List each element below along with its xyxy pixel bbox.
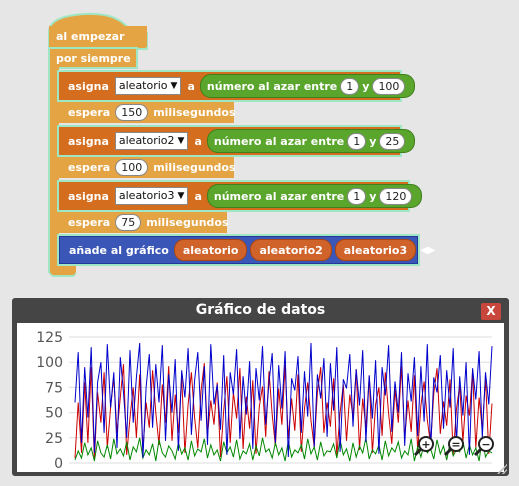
variable-dropdown-3[interactable]: aleatorio3 ▼ — [114, 187, 189, 205]
set-label: asigna — [68, 79, 109, 93]
zoom-reset-icon[interactable]: = — [443, 436, 464, 457]
random-block-2[interactable]: número al azar entre 1 y 25 — [206, 129, 416, 153]
y-tick-label: 100 — [36, 355, 63, 371]
forever-label-wrap: por siempre — [56, 49, 131, 67]
on-start-block[interactable]: al empezar — [49, 26, 147, 47]
y-tick-label: 125 — [36, 330, 63, 346]
expand-collapse-icon[interactable]: ◀▶ — [420, 244, 436, 256]
forever-block[interactable] — [50, 49, 136, 67]
variable-dropdown-1[interactable]: aleatorio ▼ — [114, 77, 182, 95]
wait-input-2[interactable]: 100 — [115, 159, 149, 176]
wait-label: espera — [68, 106, 111, 119]
forever-arm — [50, 67, 59, 267]
data-graph-window: Gráfico de datos X 125 100 75 50 25 0 + = − — [12, 298, 509, 476]
ms-label: milisegundos — [146, 216, 229, 229]
random-label: número al azar entre — [206, 79, 338, 93]
wait-label: espera — [68, 216, 111, 229]
graph-var-3[interactable]: aleatorio3 — [334, 239, 417, 261]
svg-text:+: + — [421, 438, 430, 451]
random-max-input-2[interactable]: 25 — [379, 132, 406, 150]
svg-text:−: − — [481, 438, 490, 451]
series-line-3 — [74, 342, 493, 459]
dropdown-arrow-icon: ▼ — [177, 136, 185, 146]
add-to-graph-block[interactable]: añade al gráfico aleatorio aleatorio2 al… — [59, 236, 436, 264]
to-label: a — [187, 79, 195, 93]
wait-block-3[interactable]: espera 75 milisegundos — [59, 212, 229, 233]
zoom-in-icon[interactable]: + — [413, 436, 434, 457]
plot-area: 125 100 75 50 25 0 + = − — [17, 323, 504, 472]
random-block-3[interactable]: número al azar entre 1 y 120 — [206, 184, 423, 208]
dropdown-arrow-icon: ▼ — [170, 81, 178, 91]
set-block-3[interactable]: asigna aleatorio3 ▼ a número al azar entr… — [59, 182, 423, 210]
dropdown-arrow-icon: ▼ — [177, 191, 185, 201]
resize-handle-icon[interactable] — [497, 464, 507, 474]
wait-label: espera — [68, 161, 111, 174]
y-tick-label: 0 — [54, 456, 63, 472]
y-tick-label: 75 — [45, 380, 63, 396]
line-chart: 125 100 75 50 25 0 + = − — [36, 330, 494, 472]
random-min-input-2[interactable]: 1 — [347, 132, 367, 150]
and-label: y — [369, 189, 377, 203]
forever-label: por siempre — [56, 51, 131, 65]
ms-label: milisegundos — [153, 161, 236, 174]
to-label: a — [194, 189, 202, 203]
random-label: número al azar entre — [213, 134, 345, 148]
random-min-input-3[interactable]: 1 — [347, 187, 367, 205]
graph-var-1[interactable]: aleatorio — [173, 239, 248, 261]
wait-block-2[interactable]: espera 100 milisegundos — [59, 157, 236, 178]
forever-bottom — [50, 265, 76, 275]
to-label: a — [194, 134, 202, 148]
set-label: asigna — [68, 189, 109, 203]
svg-text:=: = — [451, 438, 460, 451]
add-to-graph-label: añade al gráfico — [69, 243, 169, 257]
wait-block-1[interactable]: espera 150 milisegundos — [59, 102, 236, 123]
and-label: y — [362, 79, 370, 93]
variable-dropdown-2[interactable]: aleatorio2 ▼ — [114, 132, 189, 150]
window-title: Gráfico de datos — [195, 302, 326, 318]
and-label: y — [369, 134, 377, 148]
set-label: asigna — [68, 134, 109, 148]
close-button[interactable]: X — [481, 303, 501, 320]
random-max-input-1[interactable]: 100 — [372, 77, 406, 95]
random-max-input-3[interactable]: 120 — [379, 187, 413, 205]
y-tick-label: 50 — [45, 406, 63, 422]
set-block-2[interactable]: asigna aleatorio2 ▼ a número al azar entr… — [59, 127, 416, 155]
wait-input-3[interactable]: 75 — [115, 214, 142, 231]
zoom-out-icon[interactable]: − — [473, 436, 494, 457]
on-start-label: al empezar — [56, 30, 125, 43]
ms-label: milisegundos — [153, 106, 236, 119]
random-label: número al azar entre — [213, 189, 345, 203]
random-min-input-1[interactable]: 1 — [340, 77, 360, 95]
graph-var-2[interactable]: aleatorio2 — [250, 239, 332, 261]
random-block-1[interactable]: número al azar entre 1 y 100 — [199, 74, 416, 98]
set-block-1[interactable]: asigna aleatorio ▼ a número al azar entre… — [59, 72, 416, 100]
y-tick-label: 25 — [45, 431, 63, 447]
wait-input-1[interactable]: 150 — [115, 104, 149, 121]
